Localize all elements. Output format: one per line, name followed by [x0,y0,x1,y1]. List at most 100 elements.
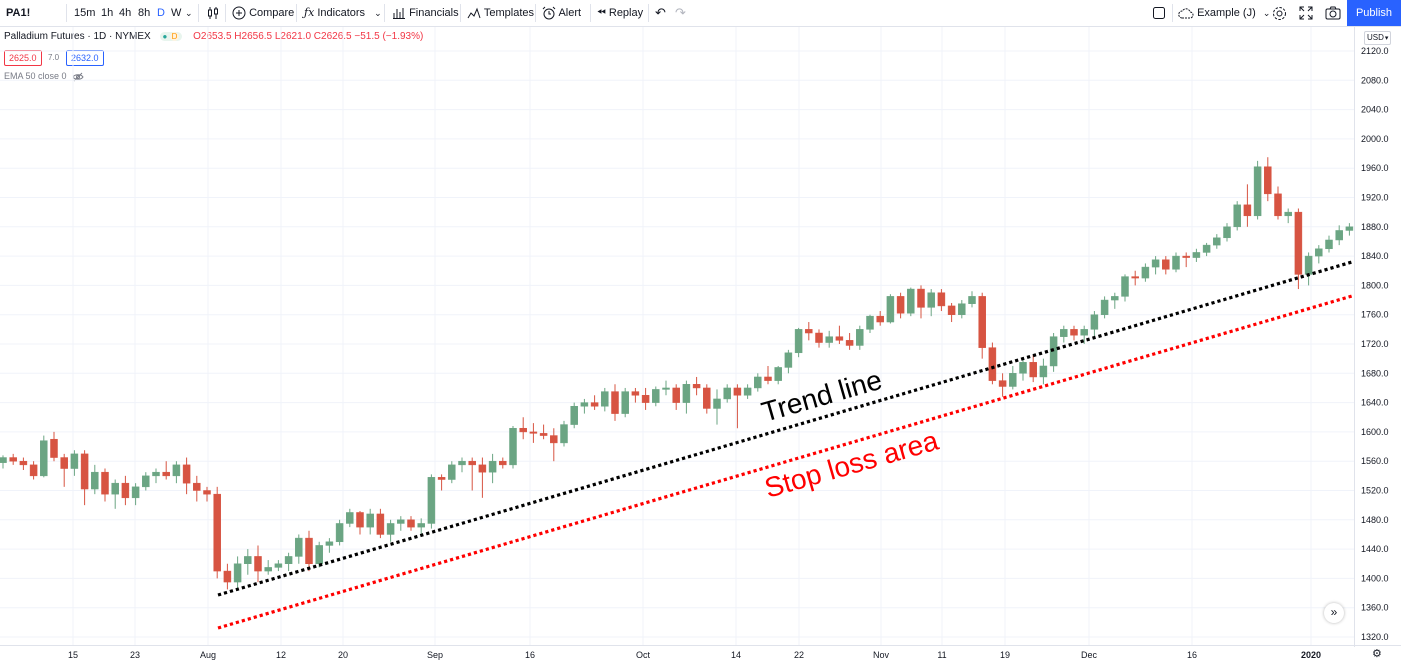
time-axis-labels: 15 23 Aug 12 20 Sep 16 Oct 14 22 Nov 11 19 Dec 16 2020 [68,650,1321,660]
interval-15m[interactable]: 15m [74,7,96,19]
save-layout-button[interactable]: Example (J) ⌄ [1178,0,1270,26]
candle-body [448,464,456,480]
time-tick-label: Dec [1081,650,1098,660]
candle-body [19,460,28,466]
candle-body [233,563,242,583]
fullscreen-button[interactable] [1299,0,1313,26]
toolbar-divider [648,4,649,22]
candle-up [968,291,976,308]
candle-body [213,493,221,572]
price-tick-label: 1360.0 [1361,603,1389,613]
candle-up [386,519,395,542]
settings-button[interactable] [1272,0,1287,26]
ohlc-values: O2653.5 H2656.5 L2621.0 C2626.5 −51.5 (−… [193,31,424,42]
candle-down [1243,184,1252,227]
candle-down [499,457,507,469]
candle-down [631,387,640,403]
candle-body [0,457,7,463]
interval-4h[interactable]: 4h [119,7,132,19]
price-tick-label: 1320.0 [1361,632,1389,642]
price-tick-label: 1880.0 [1361,222,1389,232]
candle-up [784,349,793,374]
candle-body [845,340,854,346]
chart-type-button[interactable] [206,0,220,26]
candle-up [958,300,966,319]
candle-body [142,475,150,488]
symbol-title[interactable]: Palladium Futures · 1D · NYMEX [4,31,151,42]
candle-body [437,477,446,480]
gear-icon [1273,6,1286,20]
candle-body [794,329,803,354]
chevron-down-icon[interactable]: ⌄ [185,8,193,18]
candle-body [284,556,293,564]
interval-8h[interactable]: 8h [138,7,151,19]
candles-icon [208,7,218,20]
candle-up [233,556,242,590]
candle-up [1233,201,1241,231]
candle-down [1162,256,1170,275]
candle-body [305,537,313,564]
interval-1h[interactable]: 1h [101,7,114,19]
candle-up [907,287,915,317]
currency-select[interactable]: USD▾ [1364,31,1392,45]
candle-up [448,461,456,484]
candle-body [274,563,283,568]
candle-up [1060,325,1068,343]
fullscreen-icon [1299,6,1313,20]
time-tick-label: Nov [873,650,890,660]
screenshot-button[interactable] [1325,0,1341,26]
candle-down [121,475,130,506]
time-axis[interactable]: 15 23 Aug 12 20 Sep 16 Oct 14 22 Nov 11 19 Dec 16 2020 [0,645,1401,664]
candle-body [723,387,731,400]
candle-down [407,516,415,531]
financials-button[interactable]: Financials [392,0,459,26]
candle-down [478,457,487,498]
time-tick-label: 16 [525,650,535,660]
time-tick-label: Aug [200,650,216,660]
candle-down [162,461,170,480]
toolbar-divider [460,4,461,22]
scroll-to-realtime-button[interactable]: » [1324,603,1344,623]
publish-button[interactable]: Publish [1347,0,1401,26]
candle-body [1253,166,1262,217]
candle-down [692,376,701,396]
price-tick-label: 2000.0 [1361,134,1389,144]
templates-button[interactable]: Templates [467,0,534,26]
candle-body [1315,248,1323,257]
candle-up [1141,263,1150,282]
cloud-icon [1178,8,1194,19]
compare-label: Compare [249,7,295,19]
candle-body [998,380,1007,387]
price-tick-label: 1440.0 [1361,544,1389,554]
interval-1d[interactable]: D [157,7,165,19]
candle-body [988,347,997,381]
candle-down [529,423,538,443]
candle-up [621,387,629,418]
time-tick-label: Sep [427,650,443,660]
candle-body [366,513,374,528]
gear-icon[interactable]: ⚙ [1372,648,1382,660]
undo-icon[interactable]: ↶ [655,5,666,20]
redo-icon[interactable]: ↷ [675,5,686,20]
candle-body [1162,259,1170,270]
candle-up [1253,160,1262,220]
candle-body [1284,211,1292,217]
replay-button[interactable]: ⏪︎ Replay [597,0,643,26]
candle-down [845,333,854,350]
candle-body [386,523,395,535]
candle-up [142,472,150,491]
compare-button[interactable]: Compare [232,0,294,26]
layout-select-button[interactable] [1152,0,1166,26]
candle-up [1049,333,1058,372]
toolbar-divider [535,4,536,22]
candle-body [947,305,956,315]
indicator-title[interactable]: EMA 50 close 0 [4,71,67,81]
alert-button[interactable]: Alert [542,0,581,26]
candle-body [417,523,425,528]
interval-1w[interactable]: W [171,7,182,19]
symbol-search[interactable]: PA1! [6,7,31,19]
price-axis[interactable]: 2120.0 2080.0 2040.0 2000.0 1960.0 1920.0 1880… [1354,27,1401,647]
indicators-button[interactable]: ƒx Indicators ⌄ [304,0,382,26]
candle-body [1029,362,1037,378]
